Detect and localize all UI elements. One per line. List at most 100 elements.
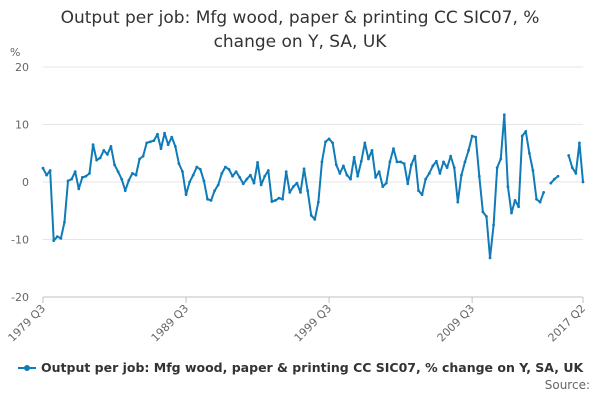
data-point[interactable] <box>102 148 106 152</box>
data-point[interactable] <box>495 166 499 170</box>
data-point[interactable] <box>138 157 141 161</box>
data-point[interactable] <box>227 167 231 171</box>
data-point[interactable] <box>45 173 48 177</box>
data-point[interactable] <box>145 141 149 145</box>
data-point[interactable] <box>259 183 263 187</box>
data-point[interactable] <box>288 190 292 194</box>
data-point[interactable] <box>91 143 95 147</box>
data-point[interactable] <box>578 141 581 145</box>
data-point[interactable] <box>59 236 63 240</box>
data-point[interactable] <box>327 137 331 141</box>
data-point[interactable] <box>359 159 363 163</box>
data-point[interactable] <box>95 158 99 162</box>
data-point[interactable] <box>234 170 238 174</box>
data-point[interactable] <box>277 196 281 200</box>
data-point[interactable] <box>266 169 270 172</box>
data-point[interactable] <box>173 144 177 148</box>
data-point[interactable] <box>477 174 481 178</box>
data-point[interactable] <box>374 176 377 179</box>
data-point[interactable] <box>256 161 259 164</box>
data-point[interactable] <box>520 134 524 138</box>
data-point[interactable] <box>331 141 335 145</box>
data-point[interactable] <box>431 164 435 168</box>
data-point[interactable] <box>80 176 84 179</box>
data-point[interactable] <box>413 154 417 158</box>
data-point[interactable] <box>363 141 367 145</box>
data-point[interactable] <box>77 187 81 191</box>
data-point[interactable] <box>524 130 528 133</box>
data-point[interactable] <box>55 235 59 239</box>
data-point[interactable] <box>409 163 413 167</box>
data-point[interactable] <box>309 213 313 217</box>
data-point[interactable] <box>70 177 74 181</box>
data-point[interactable] <box>313 217 317 221</box>
data-point[interactable] <box>123 189 127 193</box>
data-point[interactable] <box>274 199 277 202</box>
data-point[interactable] <box>367 157 370 161</box>
data-point[interactable] <box>166 143 170 147</box>
data-point[interactable] <box>420 193 424 197</box>
data-point[interactable] <box>377 170 381 174</box>
data-point[interactable] <box>131 171 134 175</box>
data-point[interactable] <box>427 171 431 175</box>
data-point[interactable] <box>316 200 320 204</box>
data-point[interactable] <box>499 157 503 161</box>
data-point[interactable] <box>449 154 453 158</box>
data-point[interactable] <box>284 170 288 174</box>
data-point[interactable] <box>198 167 202 171</box>
data-point[interactable] <box>527 151 531 155</box>
data-point[interactable] <box>181 170 184 174</box>
data-point[interactable] <box>334 163 338 167</box>
data-point[interactable] <box>352 155 356 159</box>
data-point[interactable] <box>195 165 199 169</box>
data-point[interactable] <box>113 163 116 167</box>
data-point[interactable] <box>52 239 56 243</box>
data-point[interactable] <box>220 171 224 175</box>
data-point[interactable] <box>98 156 102 160</box>
data-point[interactable] <box>513 199 517 202</box>
data-point[interactable] <box>452 166 456 170</box>
data-point[interactable] <box>388 160 392 164</box>
data-point[interactable] <box>238 176 242 179</box>
data-point[interactable] <box>152 139 156 143</box>
data-point[interactable] <box>567 154 571 157</box>
data-point[interactable] <box>48 169 52 172</box>
data-point[interactable] <box>535 197 538 201</box>
data-point[interactable] <box>170 135 174 139</box>
data-point[interactable] <box>460 173 463 177</box>
data-point[interactable] <box>188 180 192 184</box>
data-point[interactable] <box>492 223 495 227</box>
data-point[interactable] <box>213 189 217 193</box>
data-point[interactable] <box>538 200 542 204</box>
data-point[interactable] <box>263 174 267 178</box>
data-point[interactable] <box>549 181 553 185</box>
data-point[interactable] <box>148 140 152 144</box>
data-point[interactable] <box>502 113 506 117</box>
data-point[interactable] <box>481 210 485 214</box>
data-point[interactable] <box>381 185 385 189</box>
data-point[interactable] <box>141 154 145 158</box>
data-point[interactable] <box>209 199 213 202</box>
data-point[interactable] <box>63 220 66 224</box>
data-point[interactable] <box>338 171 342 175</box>
data-point[interactable] <box>370 148 374 152</box>
data-point[interactable] <box>302 167 306 171</box>
data-point[interactable] <box>342 164 345 168</box>
data-point[interactable] <box>66 179 70 183</box>
data-point[interactable] <box>120 177 124 181</box>
data-point[interactable] <box>320 160 324 164</box>
data-point[interactable] <box>163 131 166 135</box>
data-point[interactable] <box>159 147 163 151</box>
legend[interactable]: Output per job: Mfg wood, paper & printi… <box>18 360 583 375</box>
data-point[interactable] <box>177 162 181 166</box>
data-point[interactable] <box>517 205 521 209</box>
data-point[interactable] <box>216 183 220 187</box>
data-point[interactable] <box>127 178 131 182</box>
data-point[interactable] <box>424 177 428 181</box>
data-point[interactable] <box>295 181 299 185</box>
data-point[interactable] <box>105 153 109 156</box>
data-point[interactable] <box>88 171 91 175</box>
data-point[interactable] <box>84 174 88 178</box>
data-point[interactable] <box>581 180 585 184</box>
data-point[interactable] <box>231 174 234 178</box>
